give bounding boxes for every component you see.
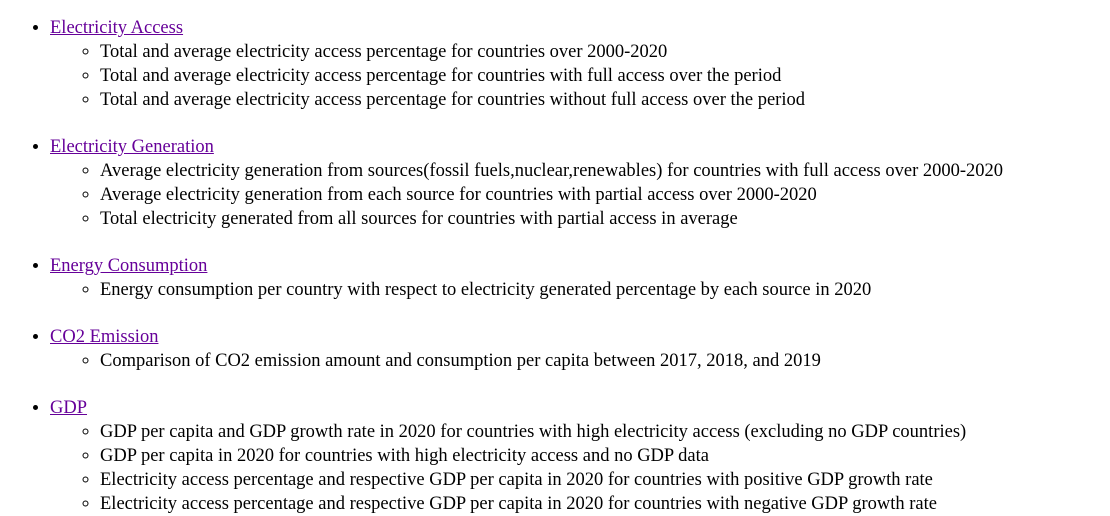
co2-emission-sublist: Comparison of CO2 emission amount and co… — [50, 349, 1110, 373]
electricity-access-sublist: Total and average electricity access per… — [50, 40, 1110, 112]
list-item: Electricity access percentage and respec… — [100, 492, 1110, 516]
co2-emission-link[interactable]: CO2 Emission — [50, 327, 159, 347]
gdp-link[interactable]: GDP — [50, 398, 88, 418]
list-item: Electricity access percentage and respec… — [100, 468, 1110, 492]
list-item: Average electricity generation from each… — [100, 183, 1110, 207]
electricity-generation-sublist: Average electricity generation from sour… — [50, 159, 1110, 231]
electricity-generation-link[interactable]: Electricity Generation — [50, 137, 214, 157]
list-item: Comparison of CO2 emission amount and co… — [100, 349, 1110, 373]
section-electricity-access: Electricity Access Total and average ele… — [50, 16, 1110, 112]
list-item: Total and average electricity access per… — [100, 64, 1110, 88]
section-co2-emission: CO2 Emission Comparison of CO2 emission … — [50, 325, 1110, 373]
list-item: Total electricity generated from all sou… — [100, 207, 1110, 231]
list-item: Total and average electricity access per… — [100, 88, 1110, 112]
section-gdp: GDP GDP per capita and GDP growth rate i… — [50, 396, 1110, 516]
topic-list: Electricity Access Total and average ele… — [0, 16, 1110, 516]
list-item: GDP per capita in 2020 for countries wit… — [100, 444, 1110, 468]
gdp-sublist: GDP per capita and GDP growth rate in 20… — [50, 420, 1110, 516]
energy-consumption-sublist: Energy consumption per country with resp… — [50, 278, 1110, 302]
electricity-access-link[interactable]: Electricity Access — [50, 18, 184, 38]
list-item: Energy consumption per country with resp… — [100, 278, 1110, 302]
list-item: Average electricity generation from sour… — [100, 159, 1110, 183]
list-item: GDP per capita and GDP growth rate in 20… — [100, 420, 1110, 444]
section-energy-consumption: Energy Consumption Energy consumption pe… — [50, 254, 1110, 302]
section-electricity-generation: Electricity Generation Average electrici… — [50, 135, 1110, 231]
energy-consumption-link[interactable]: Energy Consumption — [50, 256, 208, 276]
list-item: Total and average electricity access per… — [100, 40, 1110, 64]
